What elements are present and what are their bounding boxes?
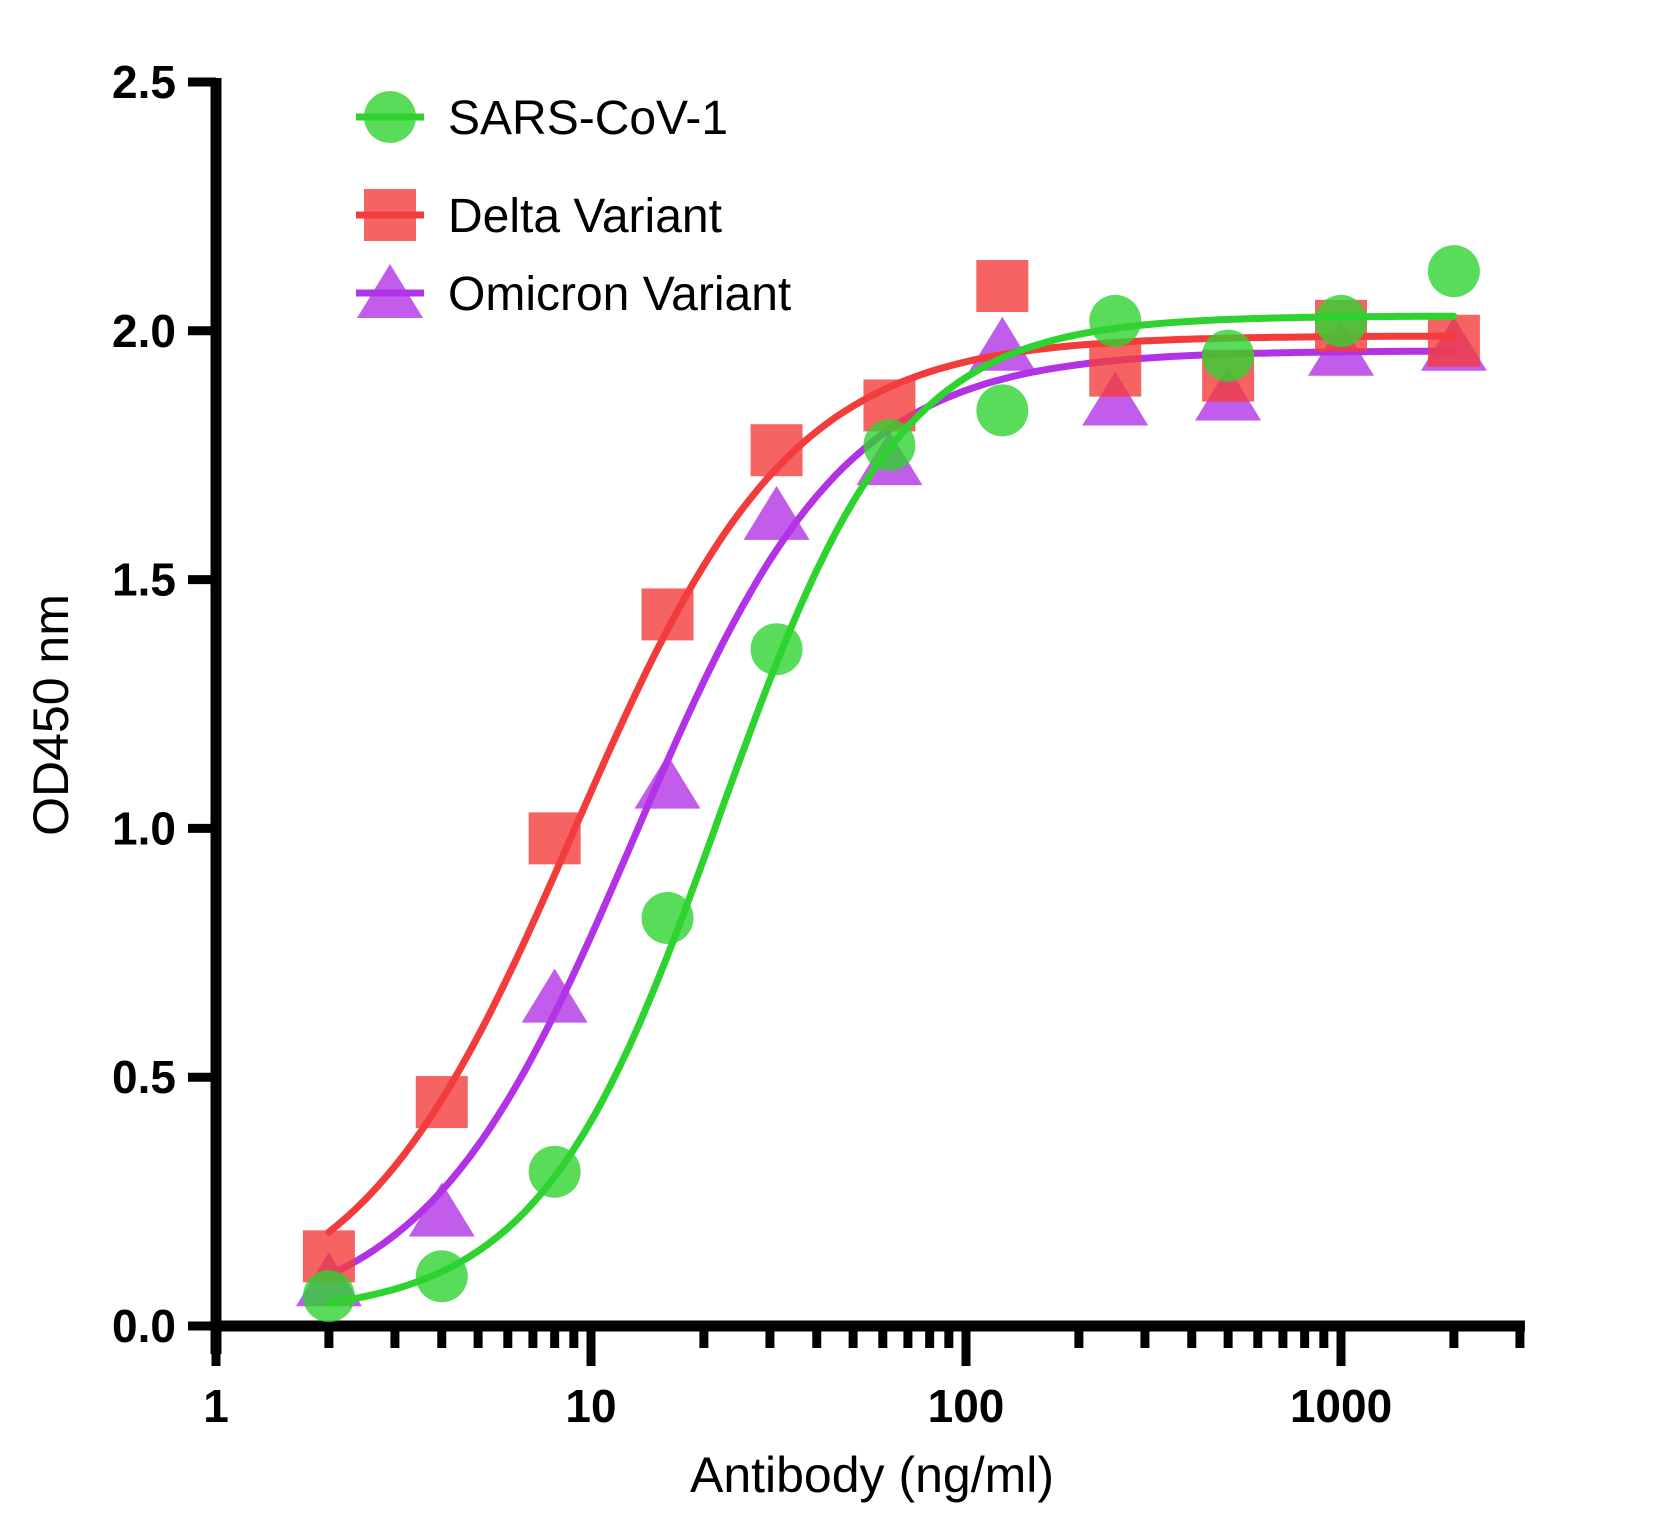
y-tick-label: 0.5	[112, 1051, 176, 1103]
data-point-triangle	[521, 968, 588, 1023]
series-markers-circle	[302, 245, 1480, 1323]
data-point-triangle	[1082, 371, 1149, 426]
legend-circle-marker-icon	[364, 91, 416, 143]
y-tick-label: 2.5	[112, 56, 176, 108]
y-axis-title: OD450 nm	[23, 594, 79, 836]
series-markers-square	[302, 260, 1480, 1283]
data-point-circle	[976, 384, 1029, 437]
data-point-circle	[641, 891, 694, 944]
data-point-triangle	[634, 754, 701, 809]
data-point-square	[641, 588, 694, 641]
data-point-circle	[528, 1145, 581, 1198]
data-point-square	[1427, 314, 1480, 367]
data-point-circle	[1427, 245, 1480, 298]
legend-label-delta: Delta Variant	[448, 190, 722, 243]
data-point-circle	[1202, 329, 1255, 382]
legend-square-marker-icon	[364, 189, 416, 241]
legend-triangle-marker-icon	[357, 264, 423, 318]
x-tick-label: 1	[203, 1380, 229, 1432]
x-tick-label: 100	[928, 1380, 1005, 1432]
y-tick-label: 2.0	[112, 305, 176, 357]
data-point-circle	[1315, 294, 1367, 347]
fit-curve-omicron-variant	[325, 347, 1458, 1279]
y-tick-label: 0.0	[112, 1300, 176, 1352]
y-tick-label: 1.0	[112, 802, 176, 854]
data-point-triangle	[743, 485, 810, 540]
plot-area	[295, 245, 1487, 1323]
data-point-triangle	[408, 1182, 475, 1237]
data-point-square	[528, 812, 581, 865]
data-point-circle	[415, 1250, 468, 1303]
data-point-circle	[1089, 294, 1142, 347]
axes: 0.0 0.5 1.0 1.5 2.0 2.5 1 10 100 1000	[112, 56, 1525, 1432]
x-tick-label: 1000	[1290, 1380, 1392, 1432]
data-point-circle	[750, 623, 803, 676]
data-point-square	[415, 1076, 468, 1129]
legend-label-sars: SARS-CoV-1	[448, 92, 728, 145]
legend: SARS-CoV-1 Delta Variant Omicron Variant	[356, 91, 791, 321]
data-point-square	[1089, 344, 1142, 397]
data-point-circle	[302, 1270, 355, 1323]
legend-label-omicron: Omicron Variant	[448, 268, 791, 321]
data-point-circle	[863, 419, 916, 472]
legend-item-sars-cov-1: SARS-CoV-1	[356, 91, 728, 145]
data-point-square	[976, 260, 1029, 313]
legend-item-delta-variant: Delta Variant	[356, 189, 722, 243]
x-tick-label: 10	[565, 1380, 616, 1432]
legend-item-omicron-variant: Omicron Variant	[356, 264, 791, 321]
x-axis-title: Antibody (ng/ml)	[690, 1447, 1054, 1503]
data-point-square	[750, 424, 803, 477]
data-point-triangle	[969, 316, 1036, 371]
y-tick-label: 1.5	[112, 554, 176, 606]
